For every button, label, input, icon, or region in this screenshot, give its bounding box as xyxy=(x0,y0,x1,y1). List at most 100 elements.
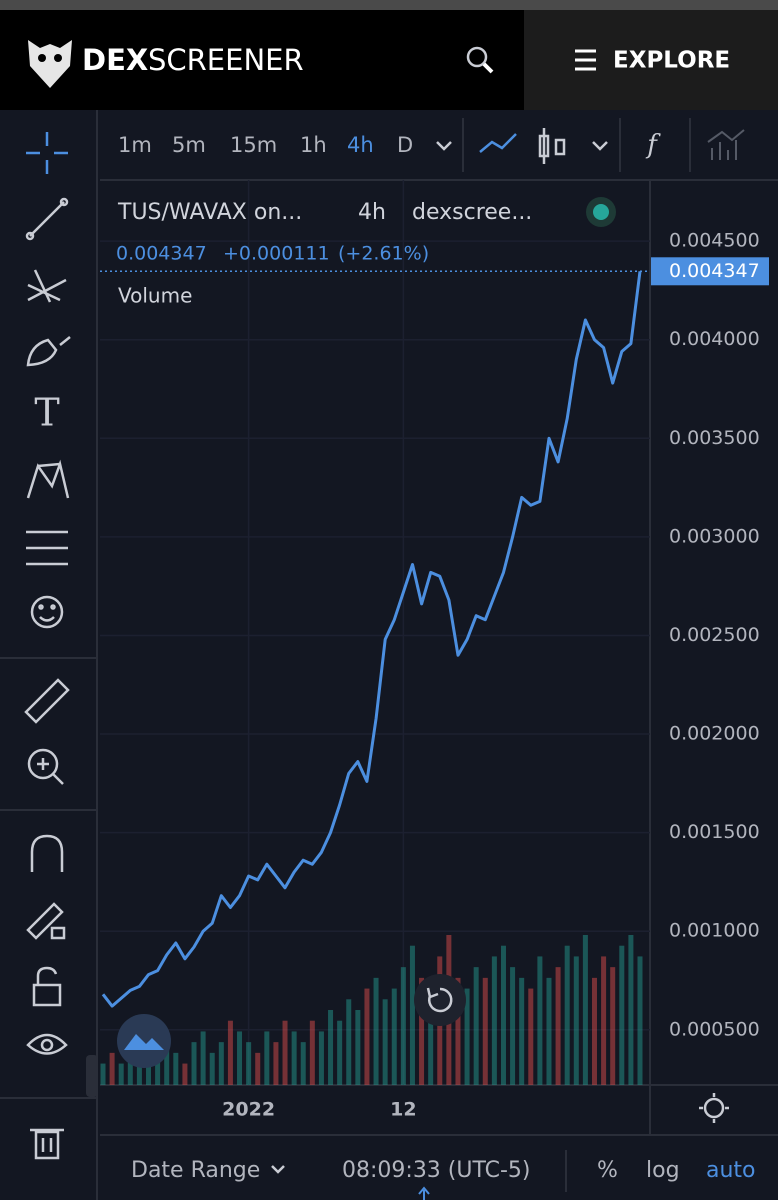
explore-label[interactable]: EXPLORE xyxy=(613,48,730,74)
volume-bar xyxy=(364,988,370,1085)
volume-bar xyxy=(582,935,588,1085)
pattern-tool[interactable] xyxy=(26,459,70,499)
volume-bar xyxy=(318,1031,324,1085)
timeframe[interactable]: 15m xyxy=(230,133,277,157)
y-tick-label: 0.002500 xyxy=(669,624,760,646)
volume-bar xyxy=(209,1052,215,1085)
volume-bar xyxy=(555,967,561,1085)
volume-bar xyxy=(136,1052,142,1085)
y-tick-label: 0.004500 xyxy=(669,230,760,252)
brand-bold: DEX xyxy=(82,43,148,77)
last-price-label: 0.004347 xyxy=(669,260,760,282)
zoom-tool[interactable] xyxy=(27,748,64,785)
volume-bar xyxy=(300,1042,306,1085)
volume-bar xyxy=(510,967,516,1085)
settings-icon[interactable] xyxy=(699,1093,729,1123)
last-price-tag xyxy=(651,257,769,286)
volume-label: Volume xyxy=(118,284,192,308)
date-range-dropdown[interactable] xyxy=(271,1165,285,1174)
magnet-tool[interactable] xyxy=(30,834,64,872)
legend-change: +0.000111 xyxy=(223,243,330,265)
volume-bar xyxy=(409,945,415,1085)
volume-bar xyxy=(537,956,543,1085)
emoji-tool[interactable] xyxy=(30,595,64,629)
percent-toggle[interactable]: % xyxy=(597,1158,618,1183)
chart-type-line[interactable] xyxy=(479,133,517,153)
volume-bar xyxy=(482,977,488,1085)
y-tick-label: 0.004000 xyxy=(669,328,760,350)
lock-drawings-tool[interactable] xyxy=(26,902,66,940)
status-dot xyxy=(593,204,609,220)
plot: 0.000500 0.001000 0.001500 0.002000 0.002500… xyxy=(100,180,769,1121)
logo-button[interactable] xyxy=(117,1014,171,1068)
log-toggle[interactable]: log xyxy=(646,1158,680,1183)
timeframe-dropdown[interactable] xyxy=(436,141,452,151)
price-line xyxy=(101,271,642,1008)
clock: 08:09:33 (UTC-5) xyxy=(342,1158,531,1183)
scroll-arrow[interactable] xyxy=(418,1186,430,1200)
legend-change-pct: (+2.61%) xyxy=(338,243,429,265)
volume-bar xyxy=(146,1052,152,1085)
timeframe-active[interactable]: 4h xyxy=(347,133,374,157)
chart-type-candle[interactable] xyxy=(538,128,566,164)
collapse-toolbar[interactable] xyxy=(86,1055,98,1097)
compare-button[interactable] xyxy=(707,129,745,160)
volume-bar xyxy=(118,1063,124,1085)
eye-tool[interactable] xyxy=(26,1033,68,1055)
volume-bar xyxy=(464,988,470,1085)
volume-bar xyxy=(109,1052,115,1085)
timeframe[interactable]: D xyxy=(397,133,413,157)
menu-icon[interactable] xyxy=(575,49,596,71)
timeframe[interactable]: 5m xyxy=(172,133,206,157)
volume-bar xyxy=(227,1020,233,1085)
ruler-tool[interactable] xyxy=(24,678,70,724)
volume-bar xyxy=(200,1031,206,1085)
line-tool[interactable] xyxy=(25,197,69,241)
fib-tool[interactable] xyxy=(27,269,67,303)
brush-tool[interactable] xyxy=(26,336,71,367)
volume-bar xyxy=(419,977,425,1085)
volume-bar xyxy=(601,956,607,1085)
logo xyxy=(28,40,72,88)
volume-bar xyxy=(264,1031,270,1085)
volume-bar xyxy=(473,967,479,1085)
header xyxy=(0,10,524,110)
timeframe[interactable]: 1m xyxy=(118,133,152,157)
x-tick-label: 12 xyxy=(390,1099,416,1121)
volume-bar xyxy=(391,988,397,1085)
date-range-button[interactable]: Date Range xyxy=(131,1158,260,1183)
trash-tool[interactable] xyxy=(30,1128,64,1160)
volume-bar xyxy=(355,1010,361,1085)
left-toolbar xyxy=(0,110,97,1200)
volume-bar xyxy=(519,977,525,1085)
volume-bar xyxy=(100,1063,106,1085)
volume-bar xyxy=(491,956,497,1085)
crosshair-tool[interactable] xyxy=(26,132,68,174)
brand: SCREENER xyxy=(148,43,304,77)
x-tick-label: 2022 xyxy=(222,1099,275,1121)
volume-bar xyxy=(373,977,379,1085)
y-tick-label: 0.003500 xyxy=(669,427,760,449)
prediction-tool[interactable] xyxy=(26,530,68,566)
status-strip xyxy=(0,0,778,10)
volume-bar xyxy=(619,945,625,1085)
y-tick-label: 0.002000 xyxy=(669,723,760,745)
volume-bar xyxy=(291,1031,297,1085)
timeframe[interactable]: 1h xyxy=(300,133,327,157)
volume-bar xyxy=(337,1020,343,1085)
lock-tool[interactable] xyxy=(32,966,62,1007)
volume-bar xyxy=(591,977,597,1085)
volume-bar xyxy=(255,1052,261,1085)
explore-button[interactable] xyxy=(524,10,778,110)
volume-bar xyxy=(428,988,434,1085)
auto-toggle[interactable]: auto xyxy=(706,1158,756,1183)
chart-type-dropdown[interactable] xyxy=(592,141,608,151)
y-tick-label: 0.000500 xyxy=(669,1018,760,1040)
volume-bar xyxy=(328,1010,334,1085)
reset-button[interactable] xyxy=(414,974,466,1026)
search-icon[interactable] xyxy=(466,46,494,74)
volume-bar xyxy=(400,967,406,1085)
text-tool[interactable]: T xyxy=(34,391,59,435)
